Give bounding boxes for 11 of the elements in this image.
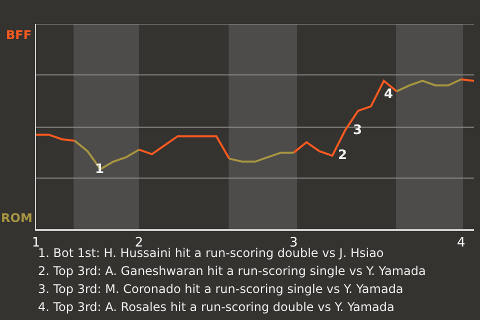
- text: 2. Top 3rd: A. Ganeshwaran hit a run-scoring single vs Y. Yamada: [38, 264, 426, 278]
- annotation: 3: [353, 123, 362, 138]
- annotation: 4: [384, 87, 394, 102]
- x-tick-label: 4: [456, 236, 466, 251]
- x-tick-label: 1: [32, 236, 40, 251]
- text: ROM: [1, 211, 32, 225]
- annotation: 1: [95, 162, 104, 177]
- annotation: 2: [338, 148, 348, 163]
- text: 3. Top 3rd: M. Coronado hit a run-scoring single vs Y. Yamada: [38, 282, 404, 296]
- text: 4. Top 3rd: A. Rosales hit a run-scoring double vs Y. Yamada: [38, 300, 394, 314]
- text: BFF: [6, 28, 32, 42]
